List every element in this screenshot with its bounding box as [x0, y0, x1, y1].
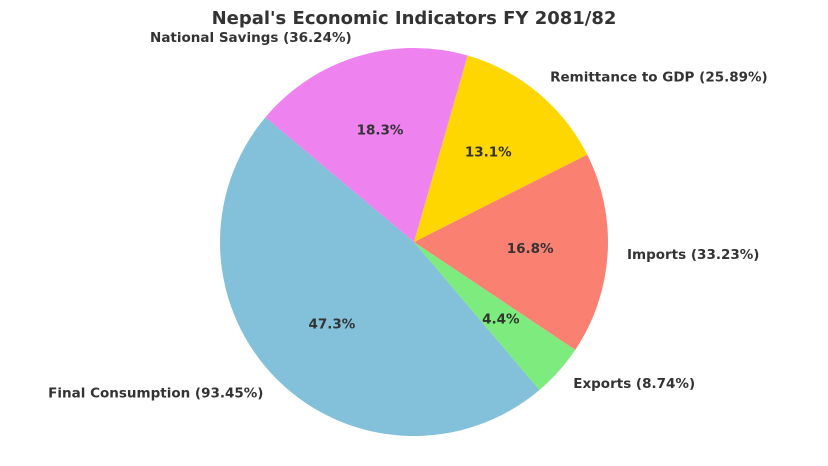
slice-percentage-label: 4.4% — [482, 311, 520, 327]
pie-slices — [219, 48, 608, 437]
chart-title: Nepal's Economic Indicators FY 2081/82 — [212, 8, 617, 29]
slice-percentage-label: 18.3% — [357, 123, 404, 139]
slice-percentage-label: 47.3% — [308, 317, 355, 333]
slice-percentage-label: 16.8% — [507, 241, 554, 257]
slice-category-label: Imports (33.23%) — [627, 247, 759, 263]
slice-category-label: Exports (8.74%) — [573, 376, 695, 392]
pie-slice-exports — [414, 242, 576, 390]
pie-labels: 47.3% Final Consumption (93.45%) 4.4% Expor… — [48, 30, 768, 401]
slice-category-label: National Savings (36.24%) — [150, 30, 352, 46]
pie-slice-remittance-to-gdp — [414, 55, 588, 243]
pie-slice-final-consumption — [219, 117, 540, 437]
pie-slice-imports — [414, 154, 608, 350]
pie-slice-national-savings — [265, 48, 468, 243]
slice-category-label: Final Consumption (93.45%) — [48, 385, 263, 401]
slice-percentage-label: 13.1% — [465, 144, 512, 160]
slice-category-label: Remittance to GDP (25.89%) — [550, 70, 768, 86]
